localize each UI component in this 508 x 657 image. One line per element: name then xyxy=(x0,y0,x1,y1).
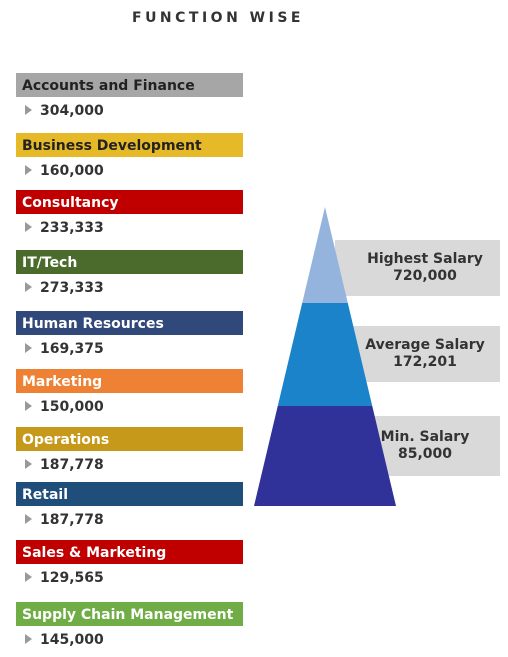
function-value: 150,000 xyxy=(40,399,104,415)
pyramid-value: 85,000 xyxy=(398,446,452,462)
function-name: Operations xyxy=(22,432,109,448)
function-bar xyxy=(16,311,243,335)
function-bar xyxy=(16,602,243,626)
pyramid-section xyxy=(277,303,373,406)
bullet-arrow xyxy=(25,459,32,469)
function-name: Business Development xyxy=(22,138,202,154)
pyramid-value: 172,201 xyxy=(393,354,457,370)
title: FUNCTION WISE xyxy=(132,10,304,26)
function-name: Marketing xyxy=(22,374,102,390)
function-value: 160,000 xyxy=(40,163,104,179)
function-value: 273,333 xyxy=(40,280,104,296)
function-value: 129,565 xyxy=(40,570,104,586)
bullet-arrow xyxy=(25,222,32,232)
function-name: IT/Tech xyxy=(22,255,77,271)
function-bar xyxy=(16,250,243,274)
bullet-arrow xyxy=(25,282,32,292)
function-value: 304,000 xyxy=(40,103,104,119)
bullet-arrow xyxy=(25,572,32,582)
pyramid-section xyxy=(254,406,396,506)
function-bar xyxy=(16,73,243,97)
bullet-arrow xyxy=(25,514,32,524)
function-bar xyxy=(16,190,243,214)
function-value: 145,000 xyxy=(40,632,104,648)
function-bar xyxy=(16,427,243,451)
function-name: Accounts and Finance xyxy=(22,78,195,94)
bullet-arrow xyxy=(25,165,32,175)
pyramid-value: 720,000 xyxy=(393,268,457,284)
pyramid-label: Highest Salary xyxy=(367,251,483,267)
function-name: Consultancy xyxy=(22,195,119,211)
function-name: Supply Chain Management xyxy=(22,607,234,623)
pyramid-section xyxy=(302,207,348,303)
function-value: 169,375 xyxy=(40,341,104,357)
function-bar xyxy=(16,540,243,564)
function-name: Retail xyxy=(22,487,68,503)
pyramid-label: Min. Salary xyxy=(381,429,470,445)
function-bar xyxy=(16,133,243,157)
bullet-arrow xyxy=(25,634,32,644)
function-name: Human Resources xyxy=(22,316,164,332)
function-value: 187,778 xyxy=(40,512,104,528)
bullet-arrow xyxy=(25,343,32,353)
pyramid-label: Average Salary xyxy=(365,337,485,353)
bullet-arrow xyxy=(25,401,32,411)
function-bar xyxy=(16,369,243,393)
function-name: Sales & Marketing xyxy=(22,545,166,561)
function-value: 233,333 xyxy=(40,220,104,236)
function-bar xyxy=(16,482,243,506)
function-value: 187,778 xyxy=(40,457,104,473)
label-box xyxy=(335,240,500,296)
bullet-arrow xyxy=(25,105,32,115)
